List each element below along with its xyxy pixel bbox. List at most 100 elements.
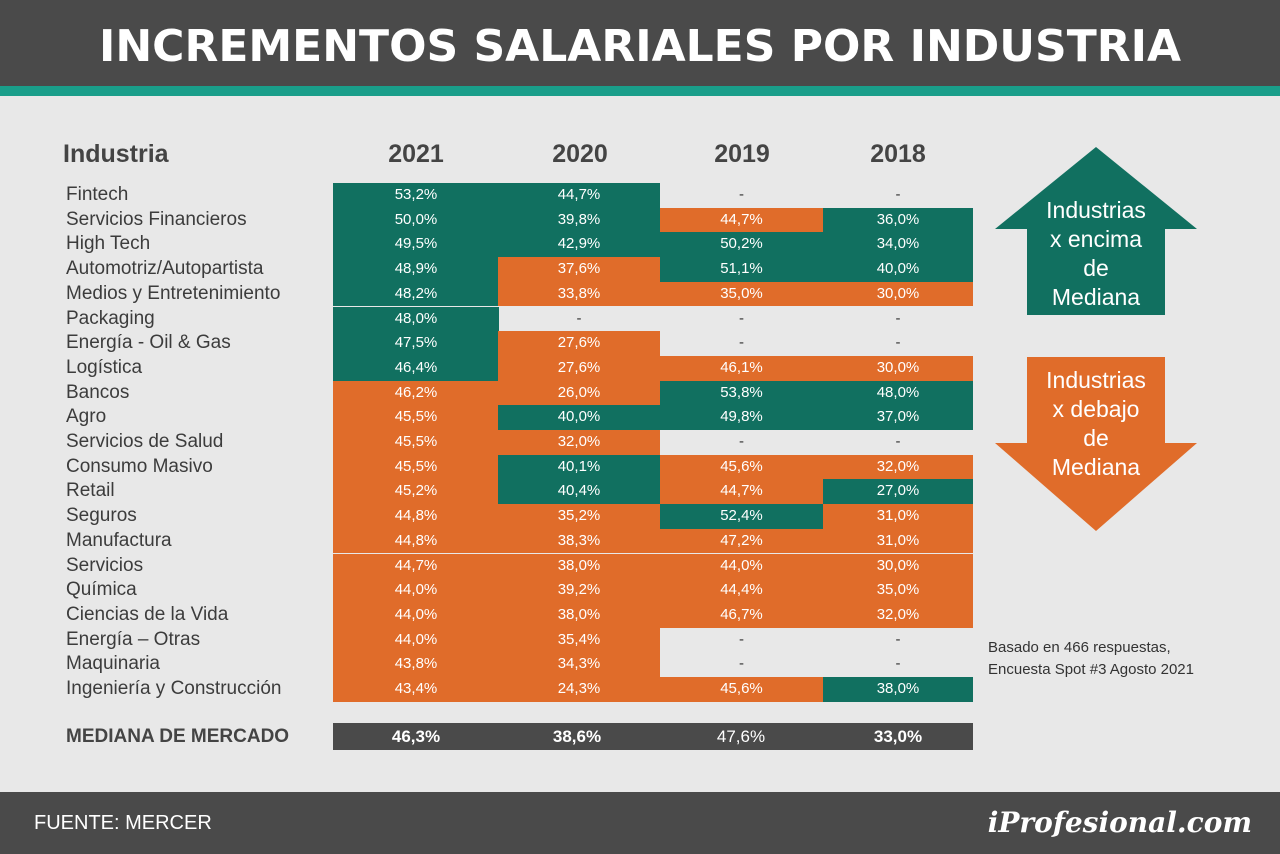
row-label: Agro [66, 406, 107, 428]
table-cell: 46,1% [660, 355, 823, 381]
legend-above-median: Industrias x encima de Mediana [1011, 196, 1181, 312]
row-label: Maquinaria [66, 653, 160, 675]
table-cell: - [895, 334, 901, 352]
table-cell: 31,0% [823, 504, 973, 529]
table-cell: - [895, 186, 901, 203]
table-cell: - [739, 186, 744, 203]
table-cell: - [895, 655, 901, 673]
median-label: MEDIANA DE MERCADO [66, 726, 290, 747]
table-cell: 36,0% [823, 207, 973, 233]
table-cell: - [739, 655, 744, 673]
table-cell: 44,0% [660, 553, 823, 579]
column-header-year: 2020 [552, 140, 608, 168]
table-cell: 45,6% [660, 677, 823, 702]
legend-line: de [1083, 425, 1109, 451]
table-cell: 32,0% [498, 430, 660, 455]
table-cell: 27,6% [498, 355, 660, 381]
table-cell: 44,0% [333, 578, 499, 603]
footer-bar [0, 792, 1280, 854]
source-label: FUENTE: MERCER [34, 812, 212, 834]
survey-note-line2: Encuesta Spot #3 Agosto 2021 [988, 661, 1194, 678]
table-cell: - [739, 309, 744, 327]
table-cell: 44,7% [660, 479, 823, 505]
legend-line: x encima [1049, 226, 1143, 252]
table-cell: 38,0% [498, 553, 660, 579]
row-label: Manufactura [66, 529, 172, 551]
median-value: 46,3% [391, 727, 441, 746]
table-cell: 46,2% [333, 380, 499, 406]
table-cell: - [739, 334, 744, 352]
row-label: Servicios [66, 554, 144, 576]
row-label: Fintech [66, 184, 129, 205]
legend-line: Mediana [1051, 284, 1141, 310]
table-cell: 30,0% [823, 553, 973, 579]
table-cell: 45,6% [660, 454, 823, 480]
row-label: Ciencias de la Vida [66, 603, 229, 625]
table-cell: 44,7% [498, 183, 660, 208]
row-label: Medios y Entretenimiento [66, 282, 281, 304]
table-cell: 44,4% [660, 578, 823, 603]
table-cell: 24,3% [498, 677, 660, 702]
table-cell: - [895, 630, 901, 648]
table-cell: 27,6% [498, 331, 660, 356]
table-cell: 44,0% [333, 602, 499, 628]
row-label: High Tech [66, 233, 151, 255]
table-cell: 34,3% [498, 652, 660, 677]
page-title: INCREMENTOS SALARIALES POR INDUSTRIA [98, 21, 1182, 72]
table-cell: 45,5% [333, 430, 499, 455]
survey-note-line1: Basado en 466 respuestas, [988, 639, 1171, 656]
median-value: 47,6% [716, 727, 766, 746]
table-cell: - [576, 309, 582, 327]
table-cell: 27,0% [823, 479, 973, 505]
row-label: Química [66, 579, 137, 601]
row-label: Energía - Oil & Gas [66, 332, 231, 354]
table-cell: 44,8% [333, 528, 499, 554]
column-header-year: 2018 [870, 140, 926, 168]
row-label: Energía – Otras [66, 628, 201, 650]
table-cell: - [739, 433, 744, 450]
up-arrow-icon [995, 147, 1197, 315]
table-cell: 44,7% [333, 553, 499, 579]
table-cell: 44,7% [660, 207, 823, 233]
row-label: Seguros [66, 505, 137, 527]
table-cell: 38,0% [498, 602, 660, 628]
table-cell: 42,9% [498, 232, 660, 258]
row-label: Servicios Financieros [66, 208, 247, 230]
down-arrow-icon [995, 357, 1197, 531]
table-cell: 40,0% [823, 257, 973, 282]
table-cell: 47,5% [333, 331, 499, 356]
median-bar [333, 723, 973, 750]
row-label: Retail [66, 480, 115, 502]
table-cell: 48,2% [333, 281, 499, 307]
table-cell: 45,5% [333, 454, 499, 480]
table-cell: 44,0% [333, 627, 499, 653]
table-cell: 35,0% [660, 281, 823, 307]
title-bar [0, 0, 1280, 86]
row-label: Bancos [66, 381, 130, 403]
table-cell: 35,2% [498, 504, 660, 529]
table-cell: 53,2% [333, 183, 499, 208]
table-cell: 51,1% [660, 257, 823, 282]
table-cell: 48,9% [333, 257, 499, 282]
table-cell: 35,0% [823, 578, 973, 603]
legend-line: x debajo [1052, 396, 1140, 422]
table-cell: 49,8% [660, 405, 823, 430]
table-cell: 43,4% [333, 677, 499, 702]
table-cell: 45,2% [333, 479, 499, 505]
table-cell: 38,0% [823, 677, 973, 702]
table-cell: 50,0% [333, 207, 499, 233]
column-header-industria: Industria [63, 140, 169, 168]
row-label: Servicios de Salud [66, 431, 224, 452]
table-cell: 33,8% [498, 281, 660, 307]
row-label: Packaging [66, 307, 155, 329]
table-cell: 50,2% [660, 232, 823, 258]
title-accent-stripe [0, 86, 1280, 96]
table-cell: 39,2% [498, 578, 660, 603]
legend-below-median: Industrias x debajo de Mediana [1011, 366, 1181, 482]
table-cell: 30,0% [823, 281, 973, 307]
table-cell: 37,6% [498, 257, 660, 282]
table-cell: 46,4% [333, 355, 499, 381]
table-cell: - [895, 309, 901, 327]
table-cell: - [739, 630, 744, 648]
table-cell: 35,4% [498, 627, 660, 653]
